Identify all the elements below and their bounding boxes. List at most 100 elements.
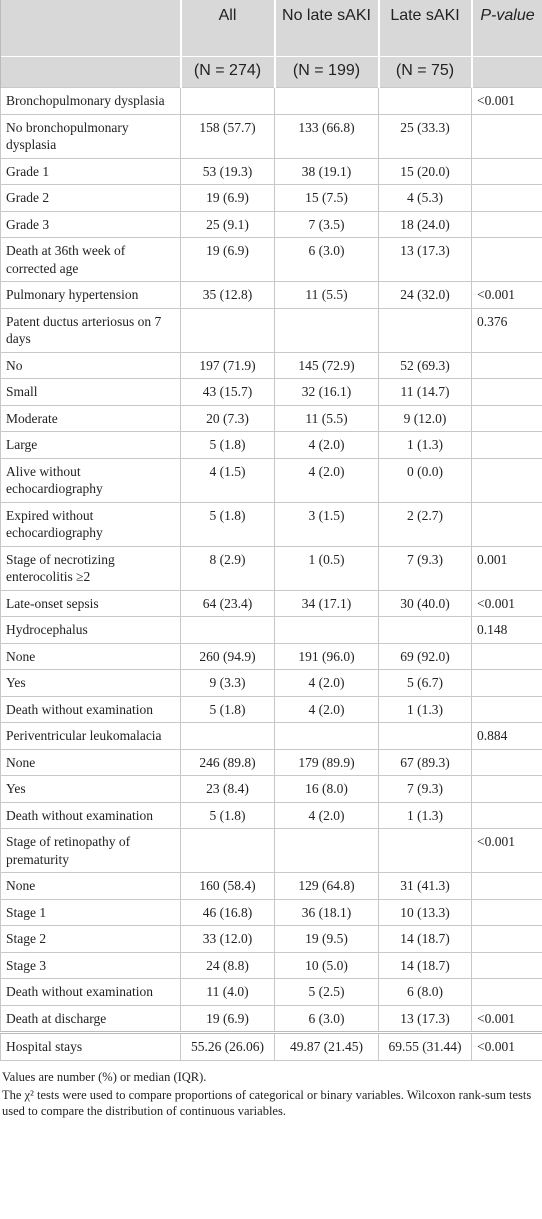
table-cell: 13 (17.3): [378, 1004, 472, 1033]
table-row: Stage 3 24 (8.8) 10 (5.0) 14 (18.7): [0, 951, 542, 979]
table-cell: 55.26 (26.06): [180, 1031, 275, 1061]
row-label: Yes: [0, 669, 181, 697]
table-cell: 14 (18.7): [378, 925, 472, 953]
table-row: Expired without echocardiography 5 (1.8) 3…: [0, 501, 542, 547]
table-cell: 4 (2.0): [274, 431, 379, 459]
table-cell: 43 (15.7): [180, 378, 275, 406]
table-cell: 1 (1.3): [378, 431, 472, 459]
table-cell: 5 (1.8): [180, 431, 275, 459]
table-cell: [378, 722, 472, 750]
table-cell: 15 (7.5): [274, 184, 379, 212]
header-cell: No late sAKI: [273, 0, 379, 57]
table-cell: <0.001: [471, 87, 542, 115]
table-cell: 46 (16.8): [180, 898, 275, 926]
table-cell: 10 (5.0): [274, 951, 379, 979]
table-cell: [378, 307, 472, 353]
table-cell: 1 (1.3): [378, 695, 472, 723]
subheader-cell: (N = 199): [273, 56, 379, 88]
table-cell: [471, 237, 542, 282]
table-cell: <0.001: [471, 1004, 542, 1033]
table-cell: 11 (4.0): [180, 978, 275, 1006]
table-cell: [180, 87, 275, 115]
header-cell: [470, 56, 542, 88]
header-cell: [0, 0, 181, 57]
table-cell: 33 (12.0): [180, 925, 275, 953]
table-row: Death without examination 11 (4.0) 5 (2.5)…: [0, 978, 542, 1006]
table-cell: [274, 307, 379, 353]
header-cell: [0, 56, 181, 88]
table-cell: 6 (3.0): [274, 237, 379, 282]
table-cell: 64 (23.4): [180, 589, 275, 617]
table-row: Death at 36th week of corrected age 19 (6…: [0, 237, 542, 282]
table-cell: [471, 642, 542, 670]
table-cell: 6 (8.0): [378, 978, 472, 1006]
table-cell: 10 (13.3): [378, 898, 472, 926]
table-cell: 20 (7.3): [180, 404, 275, 432]
table-cell: 0 (0.0): [378, 457, 472, 503]
table-cell: 4 (2.0): [274, 457, 379, 503]
table-cell: 36 (18.1): [274, 898, 379, 926]
row-label: Death without examination: [0, 978, 181, 1006]
table-cell: [471, 951, 542, 979]
row-label: Death at 36th week of corrected age: [0, 237, 181, 282]
table-cell: 7 (9.3): [378, 775, 472, 803]
table-cell: 129 (64.8): [274, 872, 379, 900]
table-cell: 30 (40.0): [378, 589, 472, 617]
table-cell: 25 (9.1): [180, 210, 275, 238]
table-cell: 9 (12.0): [378, 404, 472, 432]
row-label: None: [0, 872, 181, 900]
table-cell: 31 (41.3): [378, 872, 472, 900]
table-cell: 179 (89.9): [274, 748, 379, 776]
table-cell: 7 (3.5): [274, 210, 379, 238]
table-cell: 69.55 (31.44): [378, 1031, 472, 1061]
table-cell: 19 (6.9): [180, 184, 275, 212]
table-cell: 67 (89.3): [378, 748, 472, 776]
table-cell: 18 (24.0): [378, 210, 472, 238]
table-cell: [180, 828, 275, 873]
row-label: Expired without echocardiography: [0, 501, 181, 547]
footnote: Values are number (%) or median (IQR).: [2, 1069, 207, 1084]
table-cell: 260 (94.9): [180, 642, 275, 670]
table-row: Stage of retinopathy of prematurity <0.00…: [0, 828, 542, 873]
table-cell: [471, 748, 542, 776]
table-row: Death at discharge 19 (6.9) 6 (3.0) 13 (17.…: [0, 1004, 542, 1033]
table-row: Death without examination 5 (1.8) 4 (2.0) 1…: [0, 695, 542, 723]
table-cell: [471, 457, 542, 503]
row-label: Patent ductus arteriosus on 7 days: [0, 307, 181, 353]
header-row: All No late sAKI Late sAKI P-value: [0, 0, 542, 57]
table-row: Alive without echocardiography 4 (1.5) 4 (…: [0, 457, 542, 503]
table-cell: 19 (6.9): [180, 1004, 275, 1033]
table-cell: 24 (32.0): [378, 281, 472, 309]
row-label: Hospital stays: [0, 1031, 181, 1061]
table-row: Yes 9 (3.3) 4 (2.0) 5 (6.7): [0, 669, 542, 697]
table-row: Large 5 (1.8) 4 (2.0) 1 (1.3): [0, 431, 542, 459]
table-row: Stage 2 33 (12.0) 19 (9.5) 14 (18.7): [0, 925, 542, 953]
table-cell: 4 (2.0): [274, 801, 379, 829]
table-cell: 9 (3.3): [180, 669, 275, 697]
table-row: Death without examination 5 (1.8) 4 (2.0) 1…: [0, 801, 542, 829]
row-label: Alive without echocardiography: [0, 457, 181, 503]
table-cell: 52 (69.3): [378, 351, 472, 379]
table-cell: 158 (57.7): [180, 113, 275, 159]
table-row: Late-onset sepsis 64 (23.4) 34 (17.1) 30 (4…: [0, 589, 542, 617]
row-label: Periventricular leukomalacia: [0, 722, 181, 750]
subheader-cell: (N = 75): [377, 56, 472, 88]
table-cell: 34 (17.1): [274, 589, 379, 617]
table-cell: 5 (6.7): [378, 669, 472, 697]
table-row: Grade 1 53 (19.3) 38 (19.1) 15 (20.0): [0, 157, 542, 185]
table-row: Hospital stays 55.26 (26.06) 49.87 (21.45)…: [0, 1031, 542, 1061]
table-cell: 25 (33.3): [378, 113, 472, 159]
row-label: Death without examination: [0, 695, 181, 723]
table-cell: 0.376: [471, 307, 542, 353]
table-cell: [471, 404, 542, 432]
row-label: Stage 1: [0, 898, 181, 926]
table-row: No 197 (71.9) 145 (72.9) 52 (69.3): [0, 351, 542, 379]
table-cell: 69 (92.0): [378, 642, 472, 670]
row-label: Pulmonary hypertension: [0, 281, 181, 309]
table-row: Grade 2 19 (6.9) 15 (7.5) 4 (5.3): [0, 184, 542, 212]
row-label: Late-onset sepsis: [0, 589, 181, 617]
table-cell: 133 (66.8): [274, 113, 379, 159]
table-cell: 19 (9.5): [274, 925, 379, 953]
subheader-cell: (N = 274): [179, 56, 275, 88]
table-cell: [274, 722, 379, 750]
